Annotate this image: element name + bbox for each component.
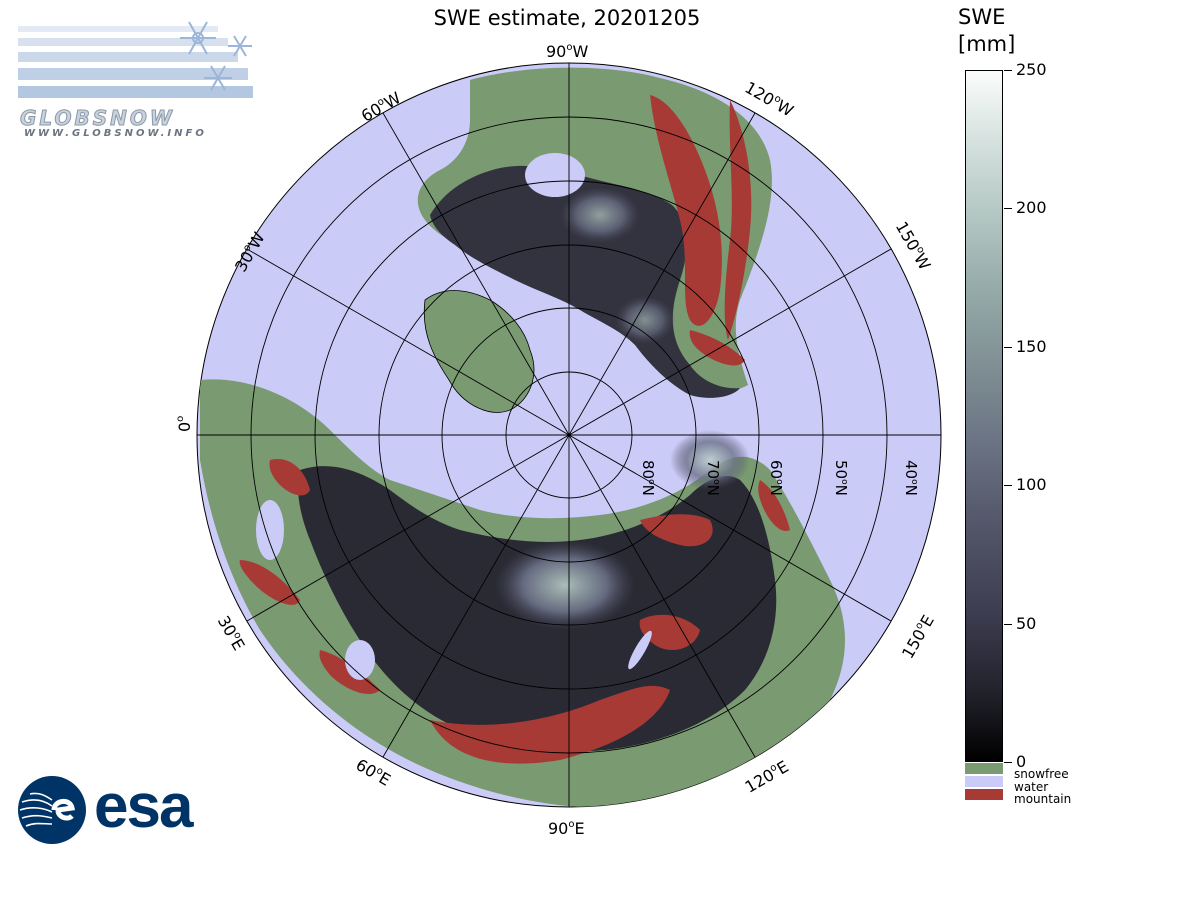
legend-label-mountain: mountain [1014,792,1072,806]
colorbar-tick-150 [1004,347,1012,348]
label-120e: 120oE [742,757,792,797]
esa-wordmark: esa [94,772,193,841]
esa-emblem-icon [18,776,86,844]
colorbar-title: SWE [mm] [958,4,1015,58]
label-50n: 50oN [832,460,850,496]
label-150e: 150oE [898,612,938,662]
label-90w: 90oW [546,42,588,61]
hudson-bay [525,153,585,197]
colorbar-tick-label-100: 100 [1016,475,1047,494]
colorbar-tick-label-0: 0 [1016,752,1027,771]
legend-swatch-snowfree [965,763,1003,774]
greenland [423,290,535,413]
colorbar-title-line2: [mm] [958,32,1016,56]
globsnow-logo: GLOBSNOW WWW.GLOBSNOW.INFO [18,8,258,140]
colorbar-tick-0 [1004,762,1012,763]
globsnow-wordmark: GLOBSNOW [20,106,175,131]
north-america-snow [430,165,740,398]
colorbar-tick-label-50: 50 [1016,614,1037,633]
label-80n: 80oN [639,460,657,496]
label-90e: 90oE [548,819,585,838]
colorbar-tick-200 [1004,208,1012,209]
graticule [197,63,941,807]
mountain-far-east [758,480,790,531]
mountain-rockies [650,95,722,326]
colorbar-tick-50 [1004,624,1012,625]
swe-hotspot-canada [560,187,640,243]
colorbar-title-line1: SWE [958,5,1006,29]
mountain-tibet [639,614,700,650]
mountain-east-siberia [640,514,713,547]
mountain-coast-range [724,100,752,340]
colorbar-tick-100 [1004,485,1012,486]
esa-logo: esa [14,772,224,844]
colorbar-tick-250 [1004,70,1012,71]
mountain-alps [239,560,300,605]
legend-label-snowfree: snowfree [1014,767,1069,781]
map-title: SWE estimate, 20201205 [433,6,701,30]
mountain-scandinavia [269,459,310,496]
legend-label-water: water [1014,780,1049,794]
mountain-central-asia [430,685,670,764]
colorbar-tick-label-200: 200 [1016,198,1047,217]
mountain-alaska [689,330,745,366]
legend-swatch-mountain [965,789,1003,800]
swe-hotspot-alaska [615,296,675,344]
lake-baikal [628,630,652,670]
colorbar-tick-label-150: 150 [1016,337,1047,356]
label-30e: 30oE [214,612,249,653]
label-0: 0o [175,416,194,432]
label-70n: 70oN [704,460,722,496]
baltic-sea [256,500,284,560]
colorbar-tick-label-250: 250 [1016,60,1047,79]
label-40n: 40oN [902,460,920,496]
swe-hotspot-siberia [495,540,635,630]
globsnow-url: WWW.GLOBSNOW.INFO [24,128,207,139]
caspian-sea [345,640,375,680]
colorbar-gradient [965,70,1003,762]
label-60n: 60oN [767,460,785,496]
snowflake-icon [180,21,252,91]
parallel-labels: 80oN 70oN 60oN 50oN 40oN [639,460,920,496]
legend-swatch-water [965,776,1003,787]
globsnow-stripes [18,21,253,98]
